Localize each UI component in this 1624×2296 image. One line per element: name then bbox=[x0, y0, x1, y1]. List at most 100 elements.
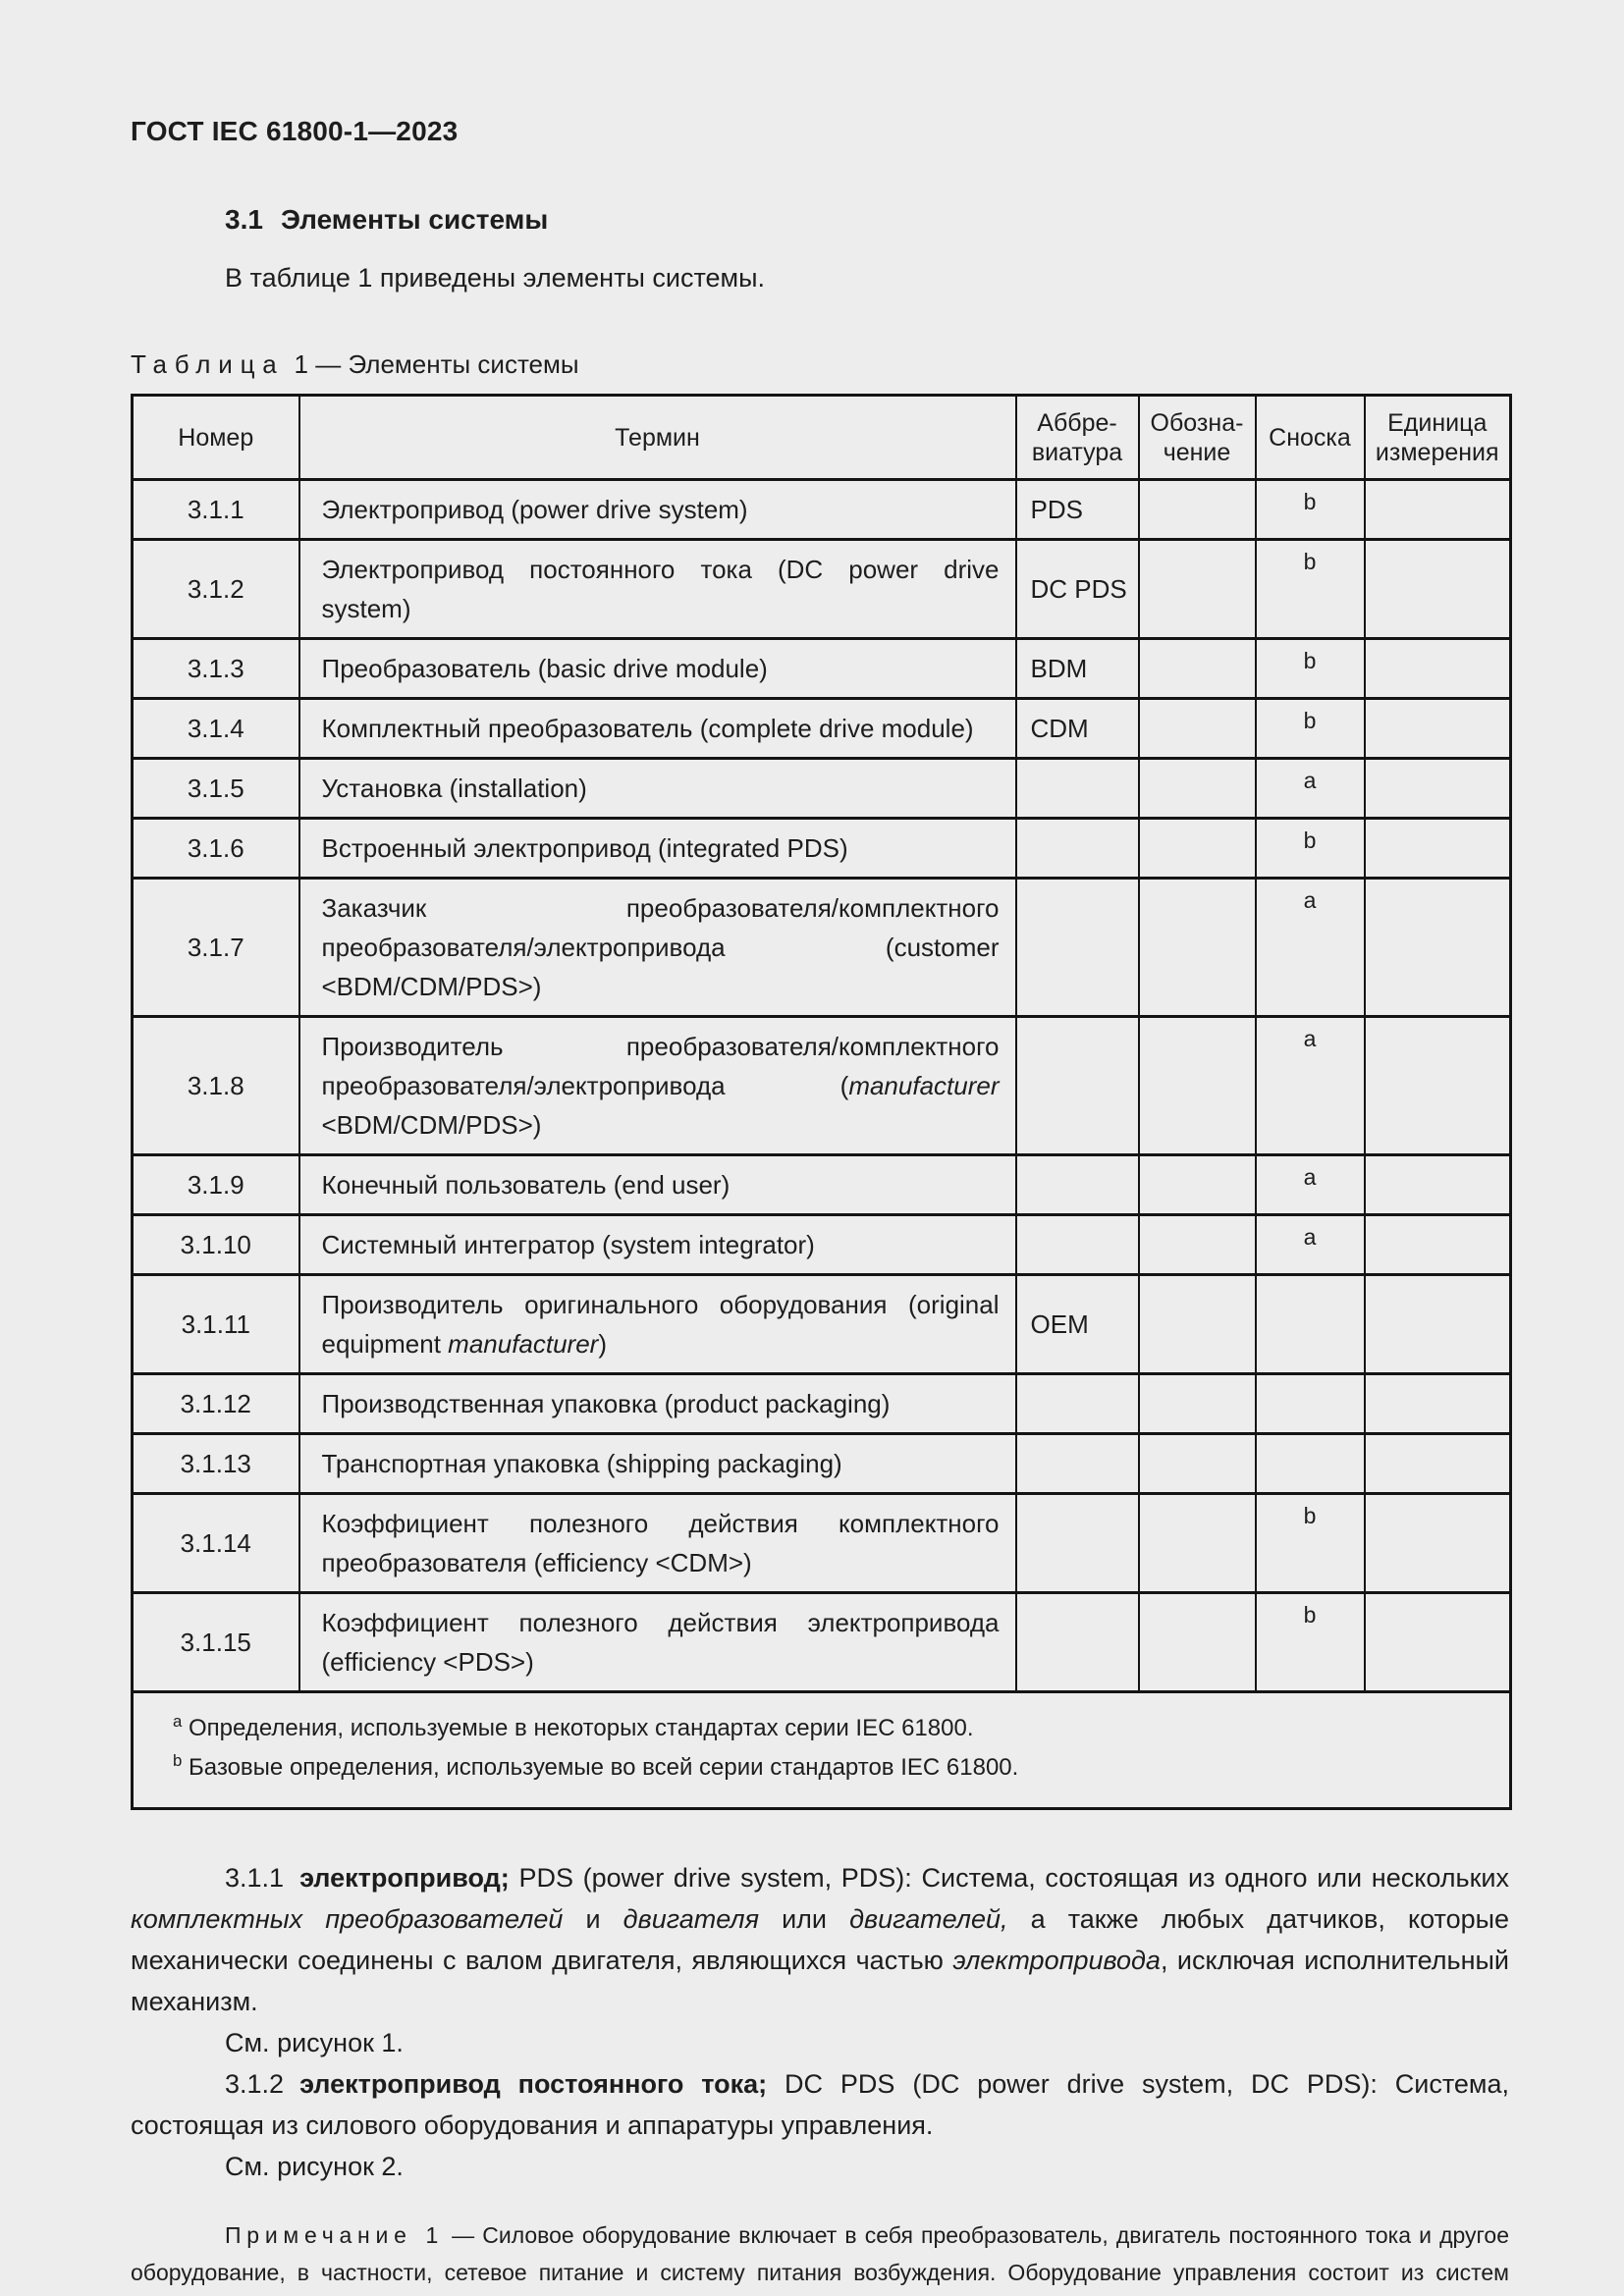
table-row: 3.1.3 Преобразователь (basic drive modul… bbox=[131, 637, 1512, 700]
cell-unit bbox=[1363, 1015, 1512, 1156]
cell-footnote: b bbox=[1254, 478, 1366, 541]
cell-unit bbox=[1363, 637, 1512, 700]
cell-unit bbox=[1363, 538, 1512, 640]
table-caption-text: 1 — Элементы системы bbox=[294, 349, 579, 379]
cell-abbr bbox=[1014, 817, 1140, 880]
cell-designation bbox=[1137, 538, 1257, 640]
cell-term: Коэффициент полезного действия комплектн… bbox=[298, 1492, 1017, 1594]
cell-abbr bbox=[1014, 1492, 1140, 1594]
definition-term: электропривод; bbox=[299, 1863, 510, 1893]
cell-abbr: BDM bbox=[1014, 637, 1140, 700]
cell-footnote: b bbox=[1254, 1492, 1366, 1594]
table-header-row: Номер Термин Аббре- виатура Обозна- чени… bbox=[131, 394, 1512, 481]
table-row: 3.1.10 Системный интегратор (system inte… bbox=[131, 1213, 1512, 1276]
cell-designation bbox=[1137, 817, 1257, 880]
cell-footnote: b bbox=[1254, 817, 1366, 880]
cell-footnote: a bbox=[1254, 877, 1366, 1018]
table-footnotes: a Определения, используемые в некоторых … bbox=[131, 1690, 1512, 1810]
col-header-term: Термин bbox=[298, 394, 1017, 481]
cell-designation bbox=[1137, 1273, 1257, 1375]
table-footnote-a: a Определения, используемые в некоторых … bbox=[173, 1712, 974, 1741]
cell-term: Электропривод постоянного тока (DC power… bbox=[298, 538, 1017, 640]
table-row: 3.1.7 Заказчик преобразователя/комплектн… bbox=[131, 877, 1512, 1018]
cell-unit bbox=[1363, 1153, 1512, 1216]
cell-footnote: a bbox=[1254, 1015, 1366, 1156]
cell-unit bbox=[1363, 697, 1512, 760]
cell-num: 3.1.6 bbox=[131, 817, 300, 880]
cell-designation bbox=[1137, 1153, 1257, 1216]
note-paragraph: Примечание 1 — Силовое оборудование вклю… bbox=[131, 2222, 1509, 2285]
definition-3-1-2: 3.1.2 электропривод постоянного тока; DC … bbox=[131, 2069, 1509, 2140]
note-label: Примечание 1 bbox=[225, 2222, 445, 2248]
cell-footnote: b bbox=[1254, 1591, 1366, 1693]
cell-footnote: b bbox=[1254, 637, 1366, 700]
cell-designation bbox=[1137, 1432, 1257, 1495]
cell-abbr bbox=[1014, 757, 1140, 820]
table-row: 3.1.11 Производитель оригинального обору… bbox=[131, 1273, 1512, 1375]
cell-designation bbox=[1137, 1372, 1257, 1435]
table-row: 3.1.8 Производитель преобразователя/комп… bbox=[131, 1015, 1512, 1156]
cell-abbr: DC PDS bbox=[1014, 538, 1140, 640]
cell-term: Системный интегратор (system integrator) bbox=[298, 1213, 1017, 1276]
table-row: 3.1.13 Транспортная упаковка (shipping p… bbox=[131, 1432, 1512, 1495]
cell-num: 3.1.12 bbox=[131, 1372, 300, 1435]
definition-number: 3.1.2 bbox=[225, 2069, 285, 2099]
cell-num: 3.1.15 bbox=[131, 1591, 300, 1693]
cell-num: 3.1.11 bbox=[131, 1273, 300, 1375]
cell-unit bbox=[1363, 1273, 1512, 1375]
cell-term: Заказчик преобразователя/комплектного пр… bbox=[298, 877, 1017, 1018]
cell-num: 3.1.2 bbox=[131, 538, 300, 640]
cell-designation bbox=[1137, 877, 1257, 1018]
cell-unit bbox=[1363, 1372, 1512, 1435]
table-row: 3.1.6 Встроенный электропривод (integrat… bbox=[131, 817, 1512, 880]
cell-term: Конечный пользователь (end user) bbox=[298, 1153, 1017, 1216]
cell-unit bbox=[1363, 1591, 1512, 1693]
cell-abbr bbox=[1014, 1372, 1140, 1435]
cell-term: Электропривод (power drive system) bbox=[298, 478, 1017, 541]
cell-designation bbox=[1137, 478, 1257, 541]
cell-designation bbox=[1137, 757, 1257, 820]
table-row: 3.1.15 Коэффициент полезного действия эл… bbox=[131, 1591, 1512, 1693]
section-number: 3.1 bbox=[225, 204, 263, 235]
definition-term: электропривод постоянного тока; bbox=[299, 2069, 768, 2099]
table-caption: Таблица 1 — Элементы системы bbox=[131, 349, 1509, 380]
cell-footnote: a bbox=[1254, 757, 1366, 820]
cell-term: Производственная упаковка (product packa… bbox=[298, 1372, 1017, 1435]
cell-designation bbox=[1137, 1015, 1257, 1156]
cell-num: 3.1.3 bbox=[131, 637, 300, 700]
cell-unit bbox=[1363, 1492, 1512, 1594]
table-footnote-b: b Базовые определения, используемые во в… bbox=[173, 1751, 1019, 1781]
col-header-unit: Единица измерения bbox=[1363, 394, 1512, 481]
cell-abbr bbox=[1014, 1213, 1140, 1276]
col-header-num: Номер bbox=[131, 394, 300, 481]
definition-3-1-1: 3.1.1 электропривод; PDS (power drive sys… bbox=[131, 1863, 1510, 2016]
cell-abbr bbox=[1014, 1432, 1140, 1495]
section-heading: 3.1 Элементы системы bbox=[225, 204, 1509, 236]
cell-abbr bbox=[1014, 877, 1140, 1018]
cell-term: Коэффициент полезного действия электропр… bbox=[298, 1591, 1017, 1693]
footnote-marker: b bbox=[173, 1751, 183, 1770]
table-row: 3.1.14 Коэффициент полезного действия ко… bbox=[131, 1492, 1512, 1594]
table-row: 3.1.1 Электропривод (power drive system)… bbox=[131, 478, 1512, 541]
cell-term: Комплектный преобразователь (complete dr… bbox=[298, 697, 1017, 760]
cell-num: 3.1.5 bbox=[131, 757, 300, 820]
cell-term: Установка (installation) bbox=[298, 757, 1017, 820]
table-row: 3.1.9 Конечный пользователь (end user) a bbox=[131, 1153, 1512, 1216]
cell-num: 3.1.10 bbox=[131, 1213, 300, 1276]
table-caption-label: Таблица bbox=[131, 349, 285, 379]
cell-abbr bbox=[1014, 1153, 1140, 1216]
cell-term: Производитель оригинального оборудования… bbox=[298, 1273, 1017, 1375]
section-title: Элементы системы bbox=[280, 204, 549, 235]
cell-unit bbox=[1363, 478, 1512, 541]
cell-footnote bbox=[1254, 1273, 1366, 1375]
col-header-designation: Обозна- чение bbox=[1137, 394, 1257, 481]
cell-term: Производитель преобразователя/комплектно… bbox=[298, 1015, 1017, 1156]
cell-term: Преобразователь (basic drive module) bbox=[298, 637, 1017, 700]
cell-unit bbox=[1363, 757, 1512, 820]
see-figure-2: См. рисунок 2. bbox=[225, 2152, 404, 2181]
cell-designation bbox=[1137, 697, 1257, 760]
table-row: 3.1.12 Производственная упаковка (produc… bbox=[131, 1372, 1512, 1435]
cell-num: 3.1.13 bbox=[131, 1432, 300, 1495]
elements-table: Номер Термин Аббре- виатура Обозна- чени… bbox=[131, 394, 1512, 1810]
